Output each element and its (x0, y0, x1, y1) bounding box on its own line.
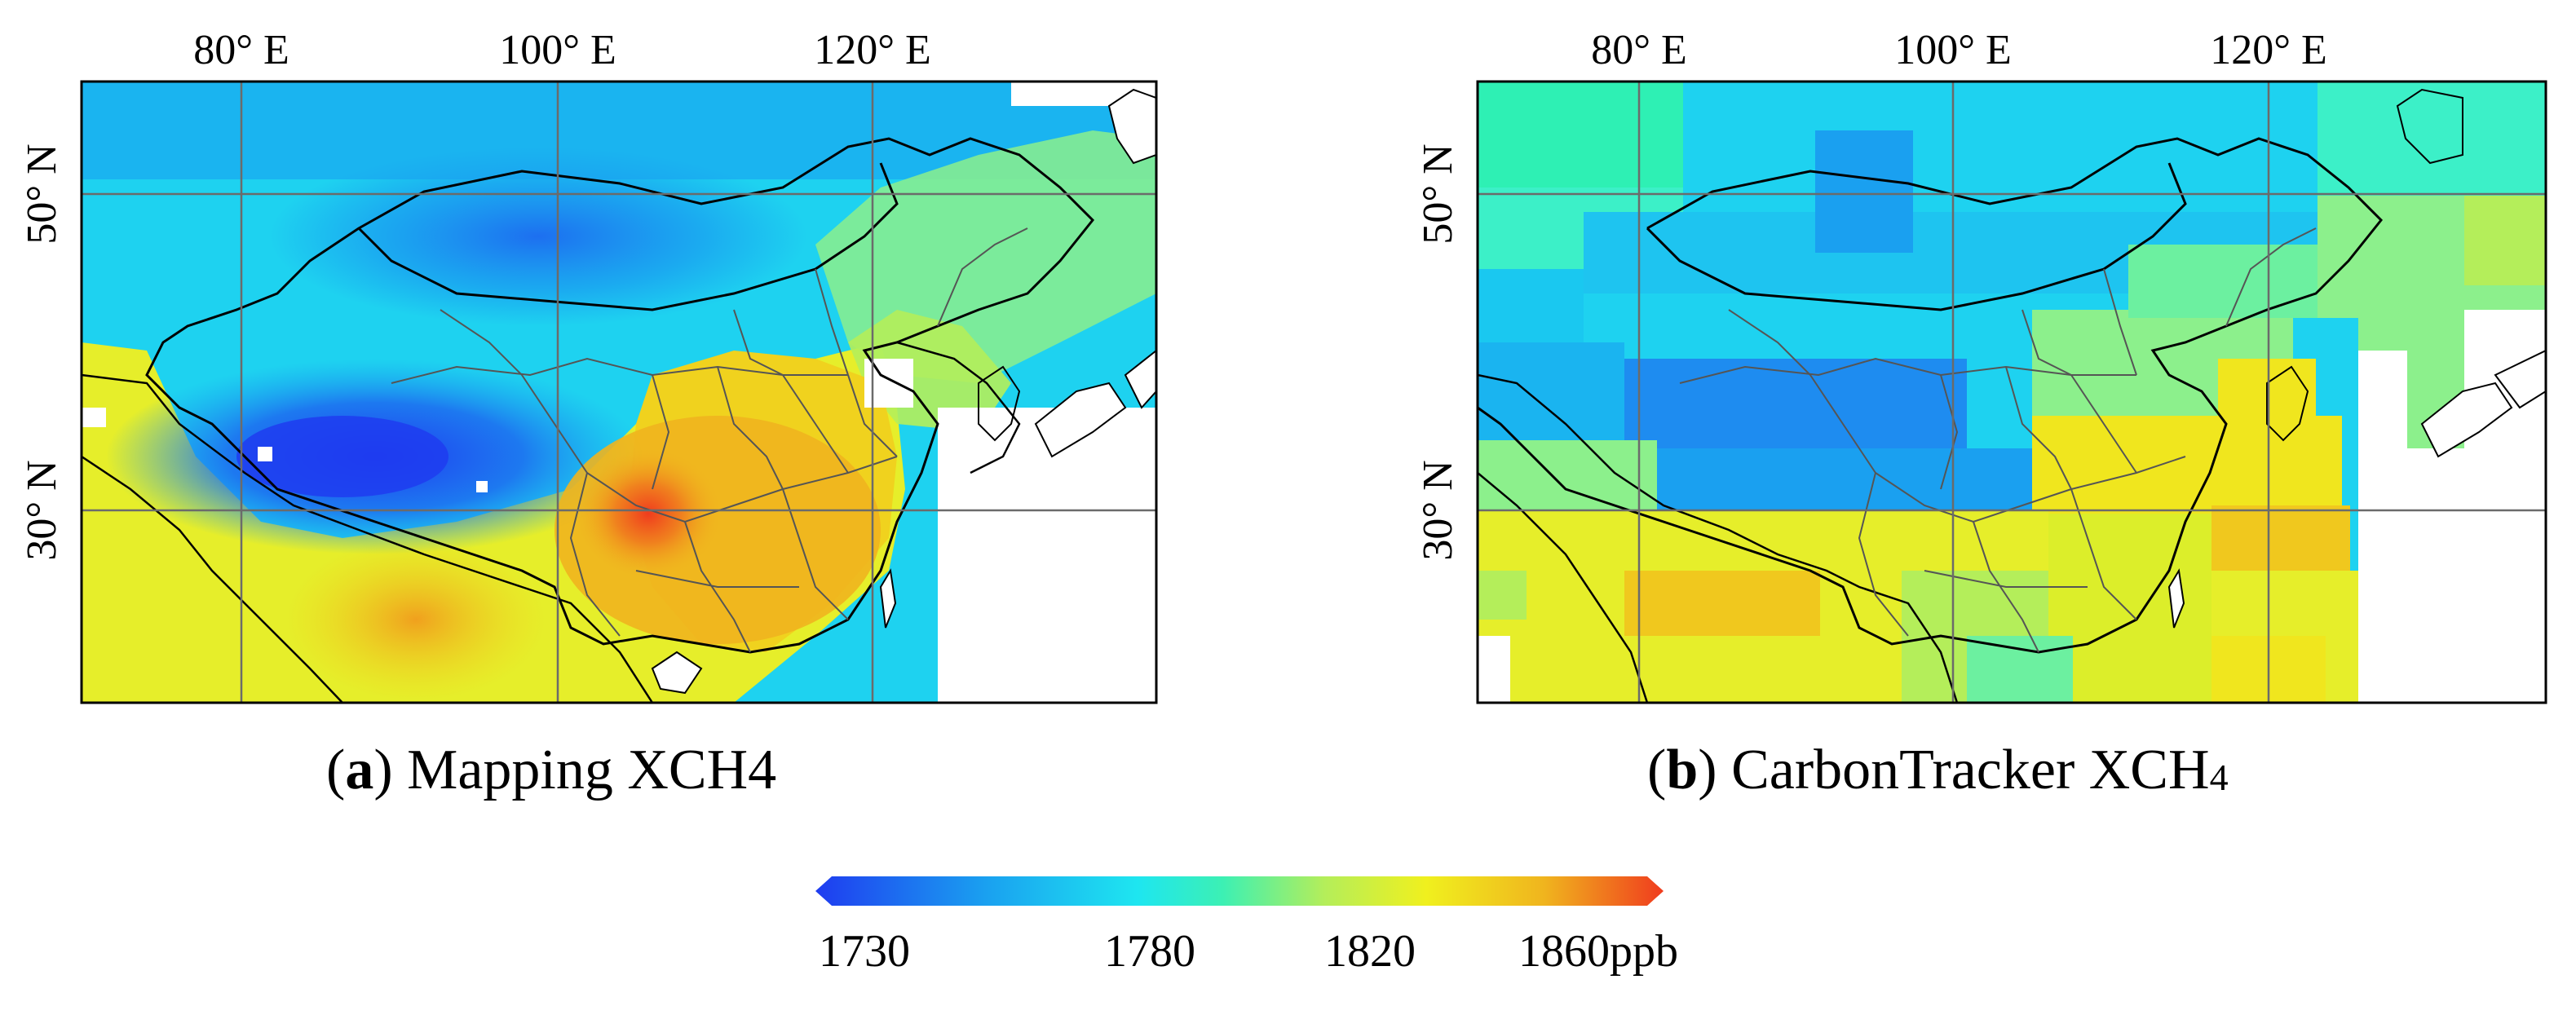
lon-tick-80: 80° E (1591, 27, 1687, 73)
colorbar-tick-1780: 1780 (1104, 926, 1195, 977)
panel-a-map: 80° E 100° E 120° E 50° N 30° N (19, 27, 1158, 704)
lat-tick-30: 30° N (19, 460, 65, 560)
lat-tick-50: 50° N (19, 143, 65, 244)
caption-a: (a) Mapping XCH4 (326, 739, 777, 801)
caption-b: (b) CarbonTracker XCH4 (1647, 739, 2229, 801)
lon-tick-100: 100° E (1894, 27, 2012, 73)
lat-tick-30: 30° N (1415, 460, 1461, 560)
caption-b-text: CarbonTracker XCH (1731, 739, 2210, 801)
colorbar-tick-1730: 1730 (819, 926, 910, 977)
panel-b-map: 80° E 100° E 120° E 50° N 30° N (1415, 27, 2547, 704)
lon-tick-100: 100° E (499, 27, 616, 73)
china-boundary (145, 137, 1095, 654)
colorbar: 1730 1780 1820 1860ppb (815, 876, 1678, 977)
caption-a-text: Mapping XCH4 (407, 739, 777, 801)
colorbar-tick-1860: 1860ppb (1518, 926, 1678, 977)
caption-b-letter: b (1666, 739, 1699, 801)
lon-tick-80: 80° E (193, 27, 289, 73)
colorbar-ramp (815, 876, 1664, 906)
colorbar-tick-1820: 1820 (1324, 926, 1416, 977)
caption-a-letter: a (345, 739, 374, 801)
lon-tick-120: 120° E (814, 27, 931, 73)
caption-b-subscript: 4 (2209, 757, 2229, 798)
lat-tick-50: 50° N (1415, 143, 1461, 244)
map-frame (80, 80, 1158, 704)
graticule (82, 82, 1156, 703)
lon-tick-120: 120° E (2210, 27, 2327, 73)
